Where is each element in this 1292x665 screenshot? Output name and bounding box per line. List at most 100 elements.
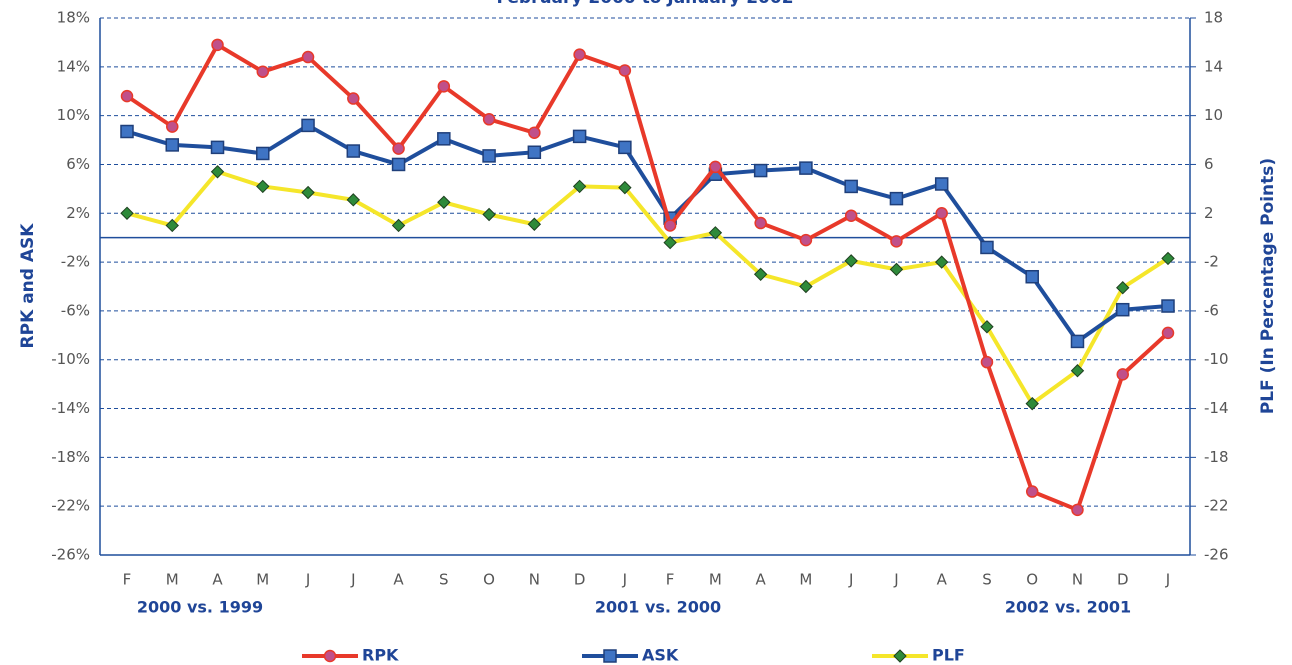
x-tick-label: M bbox=[709, 571, 722, 589]
point-marker bbox=[256, 179, 270, 194]
series-line bbox=[125, 42, 1170, 512]
point-marker bbox=[392, 142, 405, 155]
x-tick-label: O bbox=[1026, 571, 1038, 589]
point-marker bbox=[799, 279, 813, 294]
y-tick-label: -6% bbox=[61, 301, 90, 319]
point-marker bbox=[527, 145, 542, 159]
point-marker bbox=[346, 144, 361, 158]
y-tick-label: -10% bbox=[51, 350, 90, 368]
point-marker bbox=[889, 191, 904, 206]
group-label: 2002 vs. 2001 bbox=[1005, 598, 1131, 617]
y2-tick-label: -22 bbox=[1204, 497, 1229, 515]
point-marker bbox=[663, 235, 677, 250]
point-marker bbox=[346, 193, 361, 207]
y-tick-label: 14% bbox=[57, 57, 90, 75]
point-marker bbox=[1025, 396, 1039, 411]
legend-label: RPK bbox=[362, 646, 399, 665]
y2-tick-label: -14 bbox=[1204, 399, 1229, 417]
point-marker bbox=[1161, 326, 1175, 340]
point-marker bbox=[347, 92, 360, 105]
y-tick-label: -22% bbox=[51, 497, 90, 515]
point-marker bbox=[1115, 302, 1130, 317]
point-marker bbox=[391, 218, 406, 233]
x-tick-label: M bbox=[799, 571, 812, 589]
x-tick-label: J bbox=[622, 571, 627, 589]
point-marker bbox=[663, 219, 677, 232]
x-tick-label: A bbox=[756, 571, 767, 589]
point-marker bbox=[256, 65, 270, 78]
x-tick-label: A bbox=[937, 571, 948, 589]
point-marker bbox=[618, 64, 632, 77]
y2-tick-label: -2 bbox=[1204, 253, 1219, 271]
x-tick-label: A bbox=[212, 571, 223, 589]
point-marker bbox=[166, 120, 179, 133]
point-marker bbox=[844, 179, 858, 194]
legend-marker bbox=[893, 649, 907, 663]
point-marker bbox=[980, 240, 994, 255]
x-tick-label: A bbox=[393, 571, 404, 589]
point-marker bbox=[120, 124, 134, 139]
point-marker bbox=[753, 163, 768, 178]
point-marker bbox=[165, 138, 180, 152]
x-tick-label: D bbox=[574, 571, 586, 589]
point-marker bbox=[618, 180, 632, 195]
x-tick-label: J bbox=[1165, 571, 1170, 589]
legend-label: ASK bbox=[642, 646, 679, 665]
point-marker bbox=[301, 50, 315, 64]
point-marker bbox=[1025, 485, 1039, 498]
group-label: 2001 vs. 2000 bbox=[595, 598, 721, 617]
point-marker bbox=[934, 177, 949, 191]
y2-tick-label: -26 bbox=[1204, 546, 1229, 564]
x-tick-label: J bbox=[350, 571, 355, 589]
y2-tick-label: 18 bbox=[1204, 9, 1223, 27]
point-marker bbox=[799, 161, 813, 175]
point-marker bbox=[1071, 503, 1084, 517]
point-marker bbox=[1116, 281, 1130, 295]
point-marker bbox=[572, 129, 587, 144]
x-tick-label: S bbox=[982, 571, 992, 589]
point-marker bbox=[799, 233, 813, 247]
point-marker bbox=[437, 195, 451, 209]
y2-tick-label: -6 bbox=[1204, 301, 1219, 319]
point-marker bbox=[889, 262, 904, 277]
y-tick-label: -2% bbox=[61, 253, 90, 271]
point-marker bbox=[482, 149, 496, 163]
point-marker bbox=[1161, 299, 1175, 313]
x-tick-label: N bbox=[1072, 571, 1083, 589]
point-marker bbox=[301, 185, 315, 200]
point-marker bbox=[1116, 368, 1129, 381]
point-marker bbox=[753, 267, 768, 282]
x-tick-label: J bbox=[305, 571, 310, 589]
point-marker bbox=[120, 206, 134, 220]
point-marker bbox=[573, 48, 586, 61]
point-marker bbox=[890, 235, 903, 248]
x-tick-label: F bbox=[123, 571, 132, 589]
y2-tick-label: 2 bbox=[1204, 204, 1214, 222]
point-marker bbox=[1161, 251, 1175, 266]
point-marker bbox=[210, 140, 225, 155]
point-marker bbox=[301, 118, 315, 133]
legend-label: PLF bbox=[932, 646, 965, 665]
point-marker bbox=[210, 165, 225, 179]
point-marker bbox=[1070, 334, 1085, 349]
point-marker bbox=[709, 160, 722, 174]
point-marker bbox=[1070, 364, 1085, 378]
legend-marker bbox=[323, 649, 337, 663]
y-tick-label: -18% bbox=[51, 448, 90, 466]
x-tick-label: O bbox=[483, 571, 495, 589]
point-marker bbox=[754, 216, 767, 230]
series-line bbox=[126, 169, 1170, 406]
legend-marker bbox=[603, 649, 617, 663]
point-marker bbox=[482, 207, 496, 222]
y2-axis-label: PLF (In Percentage Points) bbox=[1258, 158, 1278, 414]
y-tick-label: 18% bbox=[57, 9, 90, 27]
y-tick-label: 6% bbox=[66, 155, 90, 173]
x-tick-label: D bbox=[1117, 571, 1129, 589]
x-tick-label: F bbox=[666, 571, 675, 589]
point-marker bbox=[391, 157, 406, 172]
point-marker bbox=[844, 254, 858, 268]
x-tick-label: N bbox=[529, 571, 540, 589]
point-marker bbox=[618, 140, 632, 155]
y-axis-label: RPK and ASK bbox=[18, 223, 38, 349]
